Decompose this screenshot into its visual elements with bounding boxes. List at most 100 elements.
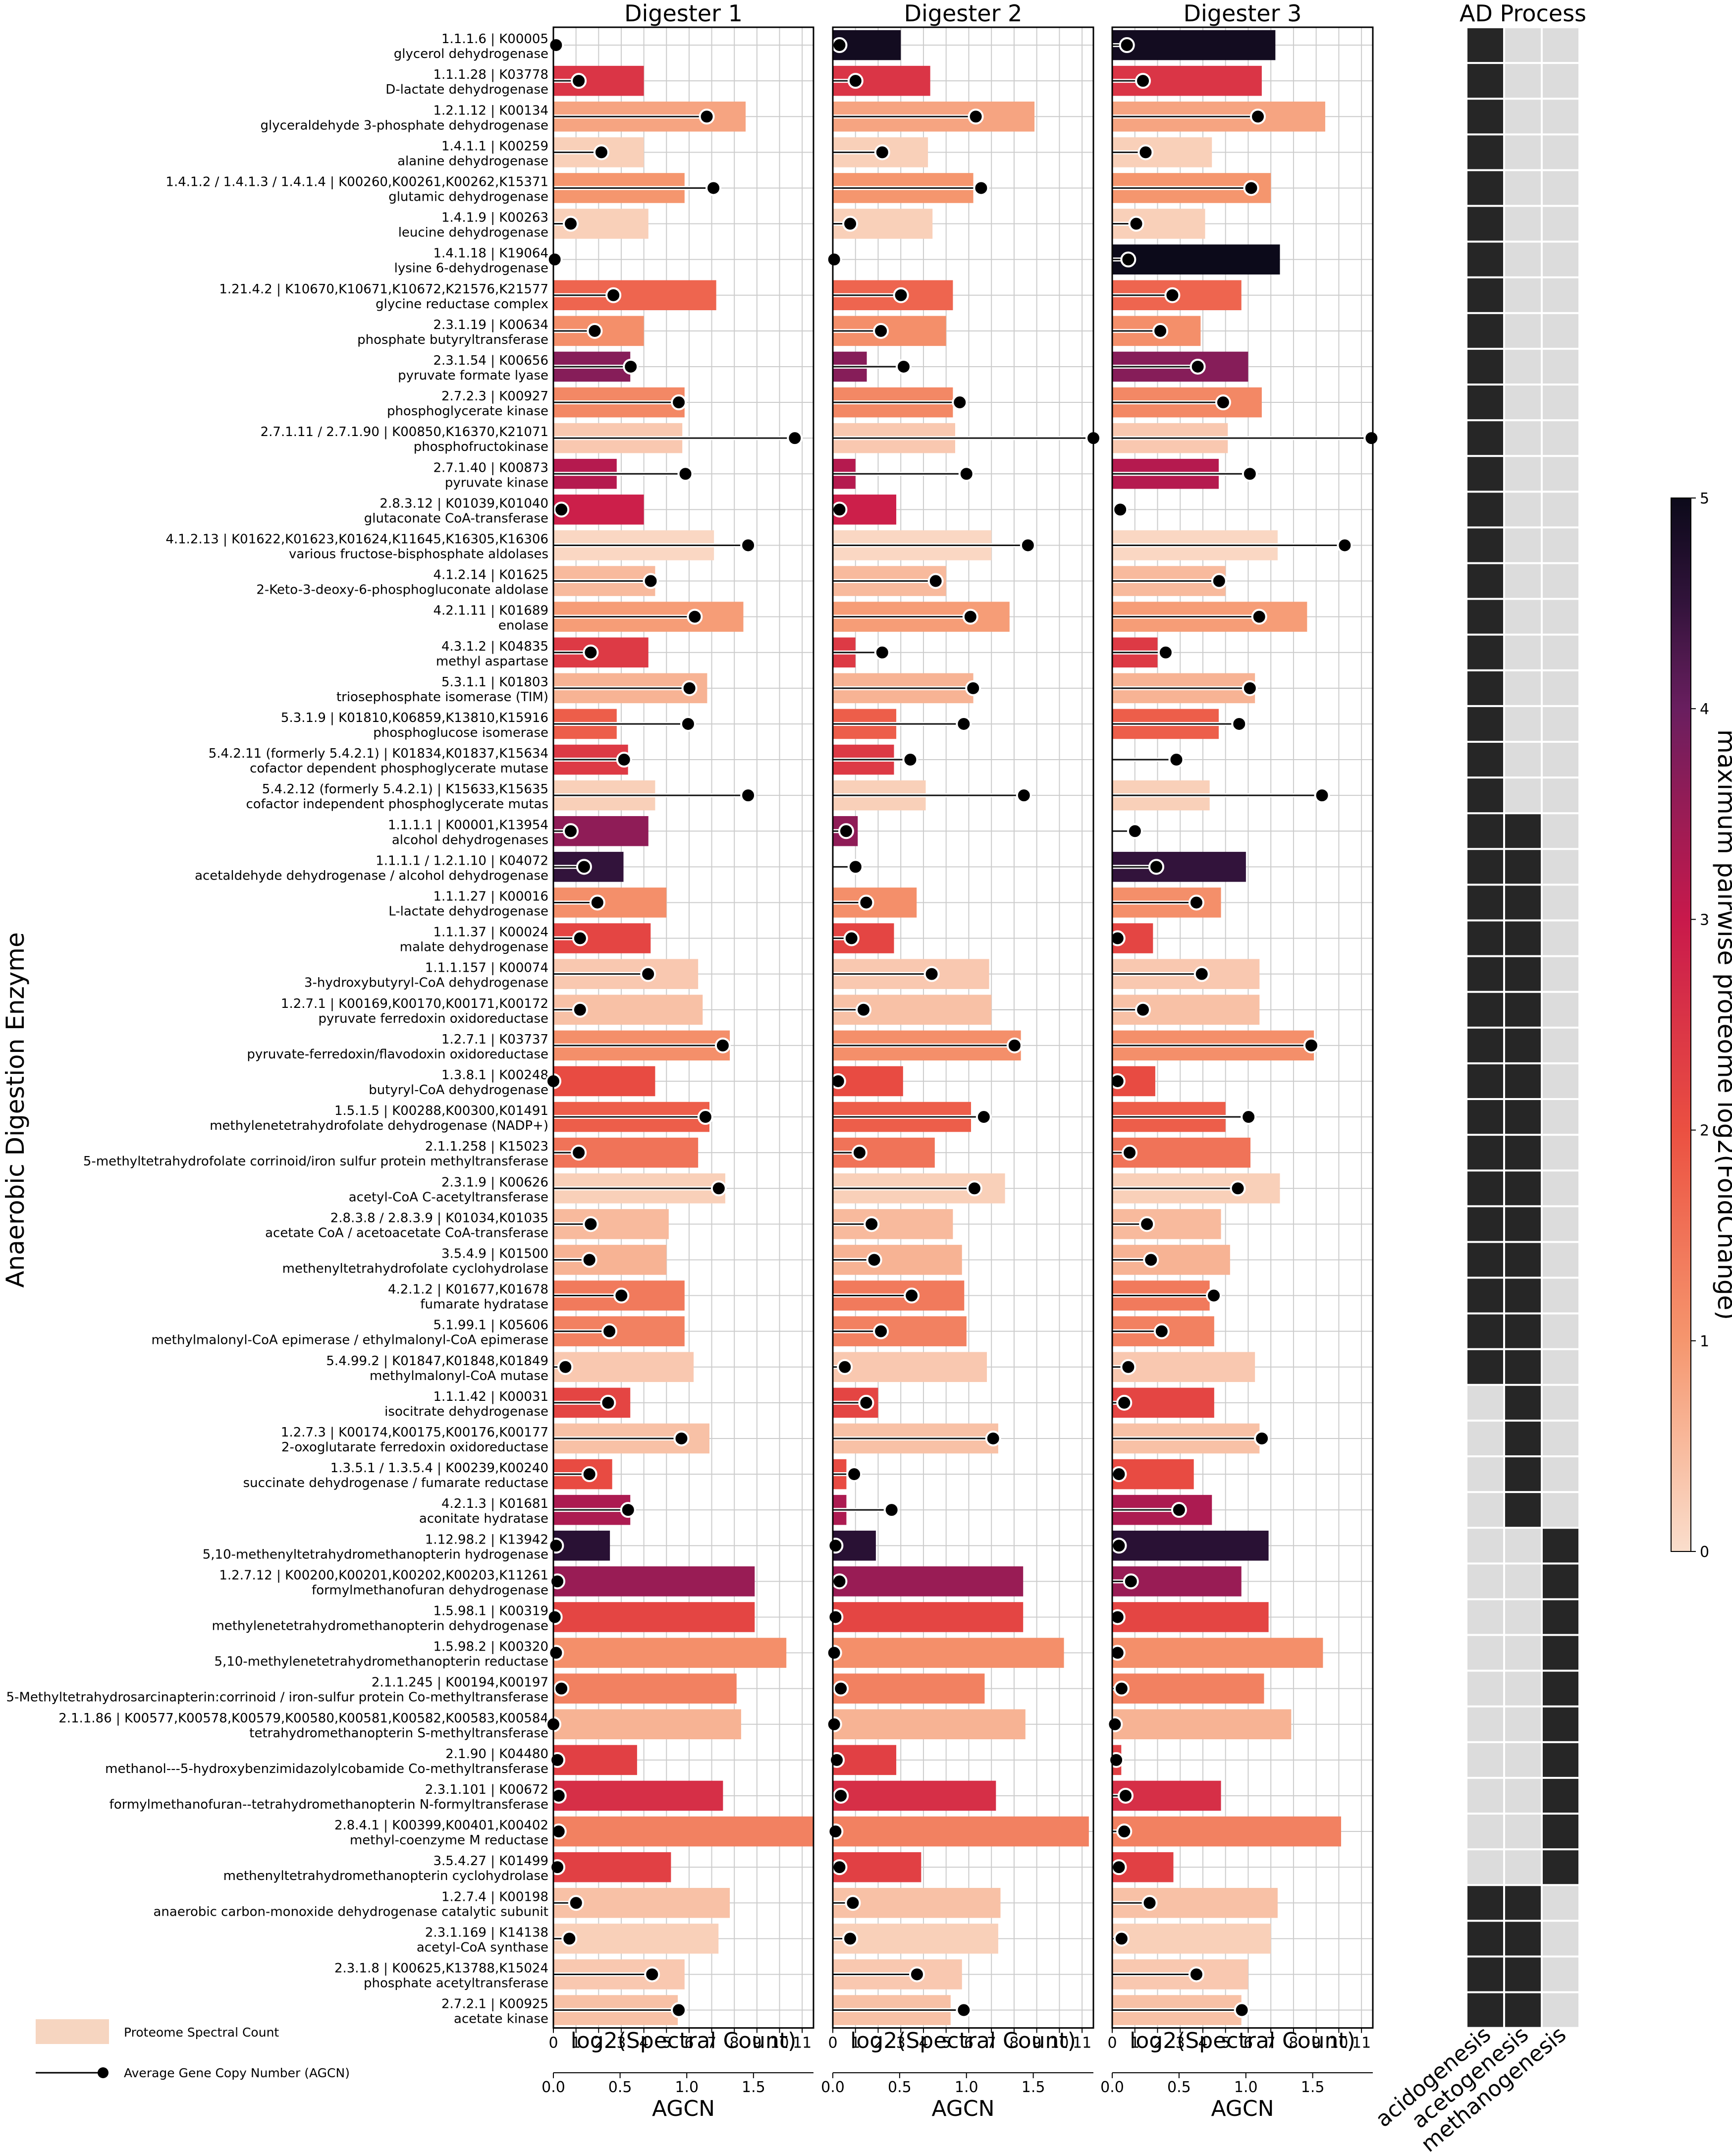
x-tick-label: 9	[1032, 2035, 1041, 2052]
agcn-point	[1109, 1609, 1126, 1625]
colorbar: 0 1 2 3 4 5 maximum pairwise proteome log2(Fol…	[1671, 490, 1732, 1561]
agcn-point	[1123, 1573, 1139, 1590]
agcn-point	[1111, 1538, 1127, 1554]
agcn-point	[956, 2002, 972, 2018]
heatmap-cell	[1467, 457, 1503, 491]
agcn-point	[576, 859, 592, 875]
bar	[553, 1780, 723, 1811]
enzyme-code-label: 1.2.1.12 | K00134	[433, 103, 548, 118]
heatmap-cell	[1543, 278, 1578, 312]
enzyme-name-label: fumarate hydratase	[420, 1297, 548, 1312]
agcn-point	[644, 1966, 660, 1983]
bar	[1112, 30, 1276, 60]
enzyme-name-label: glutaconate CoA-transferase	[364, 511, 548, 526]
heatmap-cell	[1543, 885, 1578, 920]
agcn-point	[1363, 430, 1380, 446]
heatmap-cell	[1467, 1850, 1503, 1884]
agcn-point	[1116, 1824, 1133, 1840]
heatmap-cell	[1543, 778, 1578, 813]
agcn-point	[831, 37, 848, 54]
x-tick-label: 7	[707, 2035, 716, 2052]
heatmap-cell	[1467, 1314, 1503, 1348]
enzyme-code-label: 2.1.90 | K04480	[445, 1747, 548, 1762]
enzyme-code-label: 1.1.1.28 | K03778	[433, 67, 548, 82]
agcn-tick-label: 0.5	[608, 2079, 632, 2096]
agcn-point	[842, 1931, 859, 1947]
heatmap-cell	[1505, 707, 1541, 741]
heatmap-cell	[1543, 957, 1578, 991]
heatmap-cell	[1467, 850, 1503, 884]
bar	[833, 1924, 998, 1954]
enzyme-code-label: 2.8.4.1 | K00399,K00401,K00402	[334, 1818, 548, 1833]
heatmap-cell	[1505, 993, 1541, 1027]
agcn-point	[673, 1430, 690, 1446]
heatmap-cell	[1467, 1278, 1503, 1313]
heatmap-cell	[1505, 564, 1541, 598]
agcn-point	[1020, 537, 1036, 553]
enzyme-code-label: 2.3.1.101 | K00672	[425, 1782, 548, 1797]
x-tick-label: 1	[1130, 2035, 1139, 2052]
agcn-point	[681, 680, 698, 696]
bar	[1112, 1602, 1269, 1632]
heatmap-cell	[1543, 528, 1578, 562]
agcn-point	[710, 1180, 727, 1197]
heatmap-cell	[1467, 1493, 1503, 1527]
colorbar-tick-label: 5	[1700, 490, 1709, 507]
agcn-point	[1109, 1645, 1126, 1661]
enzyme-code-label: 1.5.1.5 | K00288,K00300,K01491	[334, 1104, 548, 1118]
x-tick-label: 11	[1352, 2035, 1371, 2052]
colorbar-tick-label: 4	[1700, 701, 1709, 718]
agcn-point	[601, 1323, 618, 1339]
agcn-point	[923, 966, 940, 982]
panel-frame	[832, 26, 1094, 2029]
x-tick-label: 6	[1244, 2035, 1253, 2052]
heatmap-cell	[1467, 1636, 1503, 1670]
enzyme-name-label: lysine 6-dehydrogenase	[394, 261, 548, 276]
agcn-point	[1116, 1394, 1133, 1411]
heatmap-cell	[1467, 1100, 1503, 1134]
heatmap-cell	[1505, 1815, 1541, 1849]
agcn-point	[714, 1037, 731, 1053]
heatmap-cell	[1505, 921, 1541, 955]
legend-bar-swatch	[36, 2019, 109, 2044]
bar	[553, 1924, 719, 1954]
enzyme-code-label: 2.7.2.1 | K00925	[441, 1997, 548, 2012]
agcn-point	[1135, 1001, 1151, 1018]
heatmap-cell	[1467, 743, 1503, 777]
agcn-point	[856, 1001, 872, 1018]
panel-title: Digester 1	[624, 0, 743, 27]
agcn-point	[829, 1752, 845, 1768]
enzyme-code-label: 1.3.5.1 / 1.3.5.4 | K00239,K00240	[330, 1461, 548, 1476]
enzyme-name-label: acetyl-CoA C-acetyltransferase	[349, 1190, 548, 1205]
heatmap-cell	[1543, 64, 1578, 98]
enzyme-code-label: 1.1.1.42 | K00031	[433, 1389, 548, 1404]
enzyme-code-label: 3.5.4.27 | K01499	[433, 1854, 548, 1869]
colorbar-tick-label: 3	[1700, 911, 1709, 929]
heatmap-cell	[1505, 1243, 1541, 1277]
enzyme-code-label: 2.1.1.86 | K00577,K00578,K00579,K00580,K…	[58, 1711, 548, 1726]
enzyme-name-label: methylenetetrahydrofolate dehydrogenase …	[210, 1118, 548, 1133]
heatmap-cell	[1543, 100, 1578, 134]
agcn-point	[833, 1680, 849, 1697]
heatmap-cell	[1543, 1278, 1578, 1313]
agcn-point	[571, 1145, 587, 1161]
heatmap-cell	[1505, 528, 1541, 562]
heatmap-cell	[1543, 1529, 1578, 1563]
agcn-point	[1193, 966, 1210, 982]
heatmap-cell	[1467, 707, 1503, 741]
enzyme-code-label: 4.1.2.14 | K01625	[433, 568, 548, 583]
heatmap-cell	[1467, 814, 1503, 848]
x-tick-label: 11	[793, 2035, 812, 2052]
heatmap-cell	[1505, 1100, 1541, 1134]
enzyme-code-label: 4.2.1.3 | K01681	[441, 1496, 548, 1511]
agcn-point	[883, 1502, 900, 1518]
agcn-point	[1108, 1752, 1125, 1768]
agcn-point	[561, 1931, 578, 1947]
heatmap-cell	[1543, 1778, 1578, 1813]
heatmap-cell	[1505, 850, 1541, 884]
agcn-point	[962, 608, 978, 625]
panel-title: Digester 2	[904, 0, 1023, 27]
agcn-point	[830, 1073, 846, 1089]
agcn-point	[1231, 716, 1247, 732]
